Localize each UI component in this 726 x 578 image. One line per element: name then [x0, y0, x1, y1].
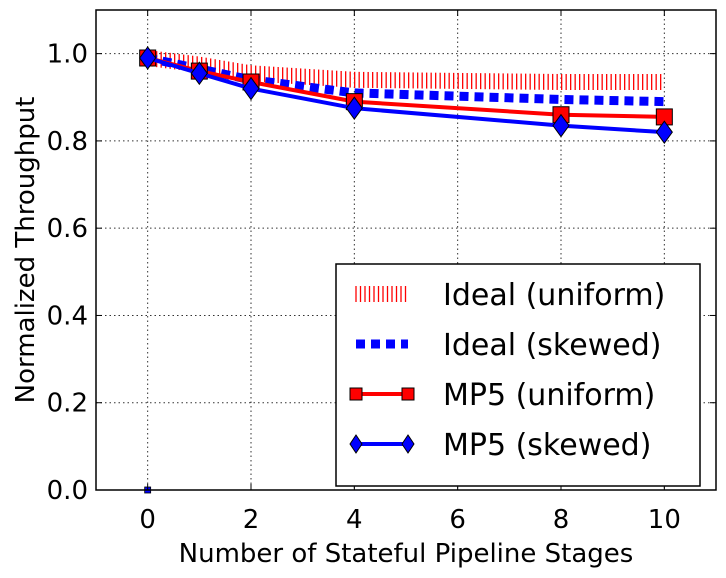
legend-label: Ideal (skewed) — [443, 328, 661, 363]
legend-entry: Ideal (skewed) — [356, 328, 661, 363]
legend-entry: MP5 (uniform) — [349, 378, 655, 413]
y-tick-label: 0.6 — [47, 214, 88, 244]
legend-entry: Ideal (uniform) — [355, 278, 665, 313]
x-tick-label: 4 — [346, 505, 363, 535]
y-tick-label: 1.0 — [47, 40, 88, 70]
y-tick-label: 0.0 — [47, 476, 88, 506]
series-ideal-skewed — [146, 53, 665, 107]
legend-marker — [401, 387, 415, 401]
legend-marker — [401, 434, 415, 454]
data-point — [655, 120, 673, 145]
x-axis-label: Number of Stateful Pipeline Stages — [179, 539, 634, 569]
x-tick-label: 6 — [449, 505, 466, 535]
series-line — [147, 56, 665, 135]
y-tick-label: 0.8 — [47, 127, 88, 157]
y-tick-label: 0.2 — [47, 389, 88, 419]
y-axis-label: Normalized Throughput — [11, 97, 41, 404]
legend-label: Ideal (uniform) — [443, 278, 665, 313]
data-point — [242, 76, 260, 101]
legend-label: MP5 (skewed) — [443, 428, 651, 463]
legend-marker — [349, 434, 363, 454]
series-line — [146, 53, 665, 107]
plot-area-frame — [95, 9, 717, 491]
data-point — [345, 96, 363, 121]
x-tick-label: 8 — [553, 505, 570, 535]
series-layer — [139, 46, 673, 494]
legend-entry: MP5 (skewed) — [349, 428, 651, 463]
grid-layer — [96, 10, 716, 491]
data-point — [190, 61, 208, 86]
x-tick-label: 10 — [648, 505, 681, 535]
x-tick-label: 2 — [243, 505, 260, 535]
y-tick-label: 0.4 — [47, 301, 88, 331]
legend-marker — [349, 387, 363, 401]
legend: Ideal (uniform) Ideal (skewed) MP5 (unifor… — [335, 263, 701, 487]
data-point — [139, 46, 157, 70]
legend-label: MP5 (uniform) — [443, 378, 655, 413]
x-tick-label: 0 — [139, 505, 156, 535]
series-mp5-skewed — [139, 46, 673, 145]
series-line — [147, 56, 665, 119]
data-point — [552, 113, 570, 138]
